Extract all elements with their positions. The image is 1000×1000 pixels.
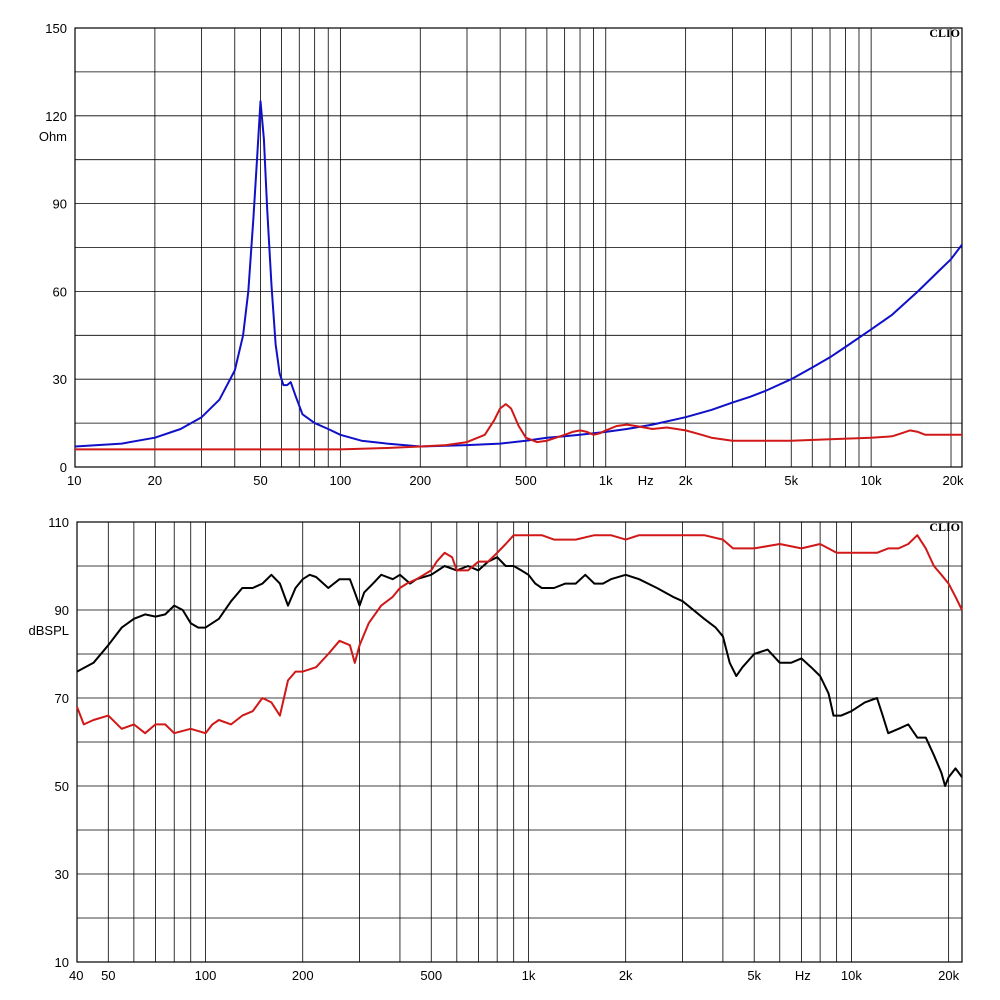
clio-logo: CLIO — [929, 520, 960, 534]
x-tick-label: 2k — [619, 968, 633, 983]
x-tick-label: 500 — [515, 473, 537, 488]
x-tick-label: 1k — [522, 968, 536, 983]
plot-frame — [76, 521, 963, 963]
x-unit-label: Hz — [795, 968, 811, 983]
x-unit-label: Hz — [638, 473, 654, 488]
series-line-2 — [76, 534, 963, 735]
series-line-1 — [76, 556, 963, 787]
x-tick-label: 20 — [148, 473, 162, 488]
y-tick-label: 50 — [55, 779, 69, 794]
chart-panel-1: 0 30 60 90 120 150 Ohm 10 20 50 100 200 500 1k 2k 5k 10k… — [39, 21, 964, 488]
y-tick-label: 0 — [60, 460, 67, 475]
x-tick-label: 10k — [841, 968, 862, 983]
y-tick-label: 110 — [48, 515, 69, 530]
x-tick-label: 20k — [943, 473, 964, 488]
x-tick-label: 10 — [67, 473, 81, 488]
y-axis-label: dBSPL — [29, 623, 69, 638]
x-tick-label: 50 — [101, 968, 115, 983]
series-line-2 — [75, 403, 962, 451]
x-tick-label: 5k — [784, 473, 798, 488]
y-tick-label: 120 — [45, 109, 67, 124]
x-tick-label: 200 — [409, 473, 431, 488]
plot-frame — [74, 27, 963, 468]
x-tick-label: 20k — [938, 968, 959, 983]
x-tick-label: 1k — [599, 473, 613, 488]
x-tick-label: 2k — [679, 473, 693, 488]
y-tick-label: 90 — [55, 603, 69, 618]
y-tick-label: 150 — [45, 21, 67, 36]
y-tick-label: 60 — [53, 284, 67, 299]
y-tick-label: 30 — [55, 867, 69, 882]
x-tick-label: 10k — [861, 473, 882, 488]
x-tick-label: 40 — [69, 968, 83, 983]
y-axis-label: Ohm — [39, 129, 67, 144]
x-tick-label: 50 — [253, 473, 267, 488]
x-tick-label: 100 — [195, 968, 217, 983]
y-tick-label: 30 — [53, 372, 67, 387]
x-tick-label: 500 — [420, 968, 442, 983]
x-tick-label: 200 — [292, 968, 314, 983]
x-tick-label: 5k — [747, 968, 761, 983]
chart-panel-2: 10 30 50 70 90 110 dBSPL 40 50 100 200 500 1k 2k 5k 10k… — [29, 515, 963, 983]
y-tick-label: 10 — [55, 955, 69, 970]
series-line-1 — [74, 100, 963, 448]
y-tick-label: 70 — [55, 691, 69, 706]
y-tick-label: 90 — [53, 197, 67, 212]
clio-logo: CLIO — [929, 26, 960, 40]
x-tick-label: 100 — [330, 473, 352, 488]
